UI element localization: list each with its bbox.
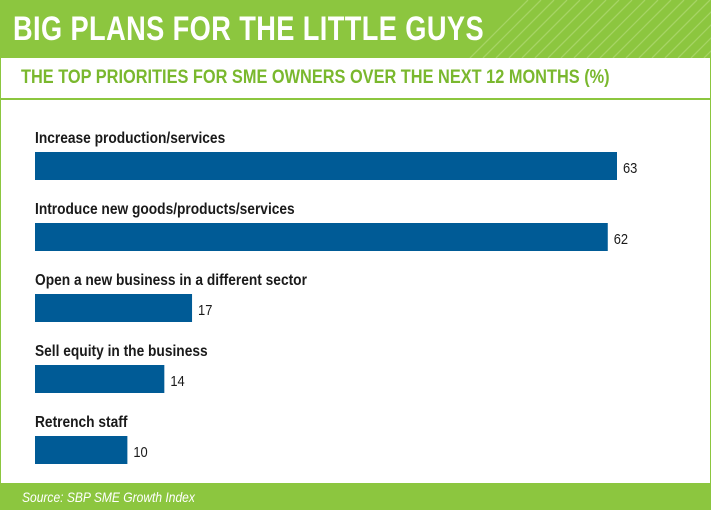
bar bbox=[35, 365, 165, 393]
category-label: Increase production/services bbox=[35, 129, 225, 147]
category-label: Open a new business in a different secto… bbox=[35, 271, 307, 289]
footer-bar: Source: SBP SME Growth Index bbox=[0, 483, 711, 510]
bar bbox=[35, 223, 608, 251]
bar bbox=[35, 294, 193, 322]
bar bbox=[35, 436, 128, 464]
banner-title: BIG PLANS FOR THE LITTLE GUYS bbox=[13, 10, 484, 48]
bar bbox=[35, 152, 617, 180]
value-label: 17 bbox=[198, 301, 213, 318]
category-label: Sell equity in the business bbox=[35, 342, 208, 360]
bar-chart: Increase production/services 63 Introduce … bbox=[35, 129, 638, 464]
source-note: Source: SBP SME Growth Index bbox=[22, 489, 195, 505]
value-label: 14 bbox=[170, 372, 185, 389]
title-banner: BIG PLANS FOR THE LITTLE GUYS bbox=[0, 0, 711, 58]
value-label: 63 bbox=[623, 159, 638, 176]
chart-subtitle: THE TOP PRIORITIES FOR SME OWNERS OVER T… bbox=[21, 67, 610, 88]
category-label: Introduce new goods/products/services bbox=[35, 200, 295, 218]
category-label: Retrench staff bbox=[35, 413, 127, 431]
value-label: 10 bbox=[133, 443, 148, 460]
banner-stripes bbox=[469, 0, 711, 58]
subtitle-divider bbox=[0, 98, 711, 100]
value-label: 62 bbox=[614, 230, 629, 247]
